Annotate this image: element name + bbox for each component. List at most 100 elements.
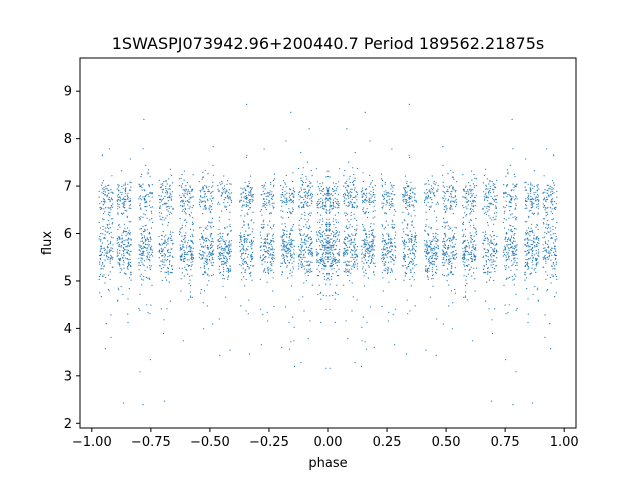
- data-point: [204, 245, 206, 247]
- data-point: [151, 196, 153, 198]
- data-point: [104, 211, 106, 213]
- data-point: [362, 226, 364, 228]
- data-point: [361, 257, 363, 259]
- data-point: [144, 228, 146, 230]
- data-point: [287, 247, 290, 249]
- data-point: [316, 240, 318, 243]
- data-point: [260, 226, 262, 228]
- data-point: [530, 204, 532, 206]
- data-point: [126, 251, 128, 253]
- data-point: [212, 264, 214, 266]
- data-point: [117, 238, 119, 240]
- data-point: [180, 227, 182, 229]
- data-point: [161, 238, 163, 241]
- data-point: [326, 175, 328, 178]
- data-point: [325, 238, 327, 240]
- data-point: [471, 202, 473, 205]
- data-point: [372, 186, 374, 188]
- data-point: [347, 228, 349, 230]
- data-point: [528, 233, 530, 235]
- data-point: [503, 192, 505, 194]
- data-point: [212, 250, 214, 252]
- data-point: [272, 260, 274, 263]
- data-point: [469, 268, 471, 270]
- data-point: [127, 298, 129, 300]
- data-point: [204, 204, 207, 206]
- data-point: [225, 189, 227, 191]
- data-point: [122, 212, 125, 214]
- data-point: [242, 188, 244, 190]
- data-point: [300, 152, 302, 154]
- data-point: [325, 212, 328, 214]
- data-point: [162, 248, 164, 250]
- data-point: [327, 240, 329, 242]
- data-point: [424, 183, 426, 185]
- data-point: [536, 189, 538, 191]
- data-point: [347, 264, 349, 266]
- data-point: [164, 195, 166, 197]
- data-point: [298, 199, 300, 201]
- data-point: [262, 190, 264, 192]
- data-point: [536, 186, 539, 188]
- data-point: [530, 257, 532, 259]
- data-point: [307, 213, 309, 215]
- data-point: [292, 226, 294, 228]
- data-point: [531, 203, 534, 205]
- data-point: [224, 261, 226, 263]
- data-point: [263, 203, 265, 205]
- data-point: [158, 195, 160, 197]
- data-point: [117, 253, 119, 255]
- data-point: [201, 235, 204, 237]
- data-point: [332, 207, 335, 209]
- data-point: [431, 248, 433, 250]
- data-point: [298, 268, 300, 270]
- data-point: [219, 246, 221, 249]
- data-point: [103, 200, 105, 202]
- data-point: [431, 271, 433, 273]
- data-point: [139, 275, 141, 277]
- data-point: [170, 239, 172, 241]
- data-point: [267, 249, 269, 251]
- data-point: [138, 257, 140, 259]
- data-point: [188, 259, 190, 261]
- data-point: [117, 199, 119, 201]
- data-point: [407, 224, 409, 226]
- data-point: [551, 192, 554, 195]
- data-point: [321, 255, 323, 257]
- data-point: [304, 218, 306, 220]
- data-point: [286, 233, 288, 236]
- data-point: [333, 235, 335, 238]
- data-point: [273, 178, 275, 180]
- data-point: [448, 258, 450, 261]
- data-point: [324, 193, 326, 195]
- data-point: [333, 218, 335, 220]
- data-point: [143, 235, 146, 237]
- data-point: [437, 246, 439, 248]
- data-point: [425, 204, 427, 206]
- data-point: [248, 180, 250, 183]
- data-point: [169, 263, 171, 265]
- data-point: [436, 318, 438, 320]
- data-point: [469, 197, 472, 199]
- data-point: [242, 252, 245, 254]
- data-point: [430, 188, 432, 190]
- data-point: [432, 249, 434, 251]
- data-point: [551, 198, 553, 200]
- data-point: [374, 185, 376, 187]
- data-point: [542, 203, 544, 205]
- data-point: [535, 226, 537, 228]
- data-point: [366, 248, 368, 251]
- data-point: [280, 245, 282, 247]
- data-point: [308, 128, 310, 130]
- data-point: [543, 255, 546, 257]
- data-point: [149, 259, 151, 261]
- data-point: [361, 194, 363, 196]
- data-point: [183, 179, 185, 181]
- data-point: [269, 204, 271, 206]
- data-point: [246, 256, 249, 258]
- data-point: [150, 265, 152, 267]
- data-point: [432, 239, 434, 241]
- data-point: [325, 259, 327, 261]
- data-point: [325, 367, 327, 369]
- data-point: [472, 340, 474, 342]
